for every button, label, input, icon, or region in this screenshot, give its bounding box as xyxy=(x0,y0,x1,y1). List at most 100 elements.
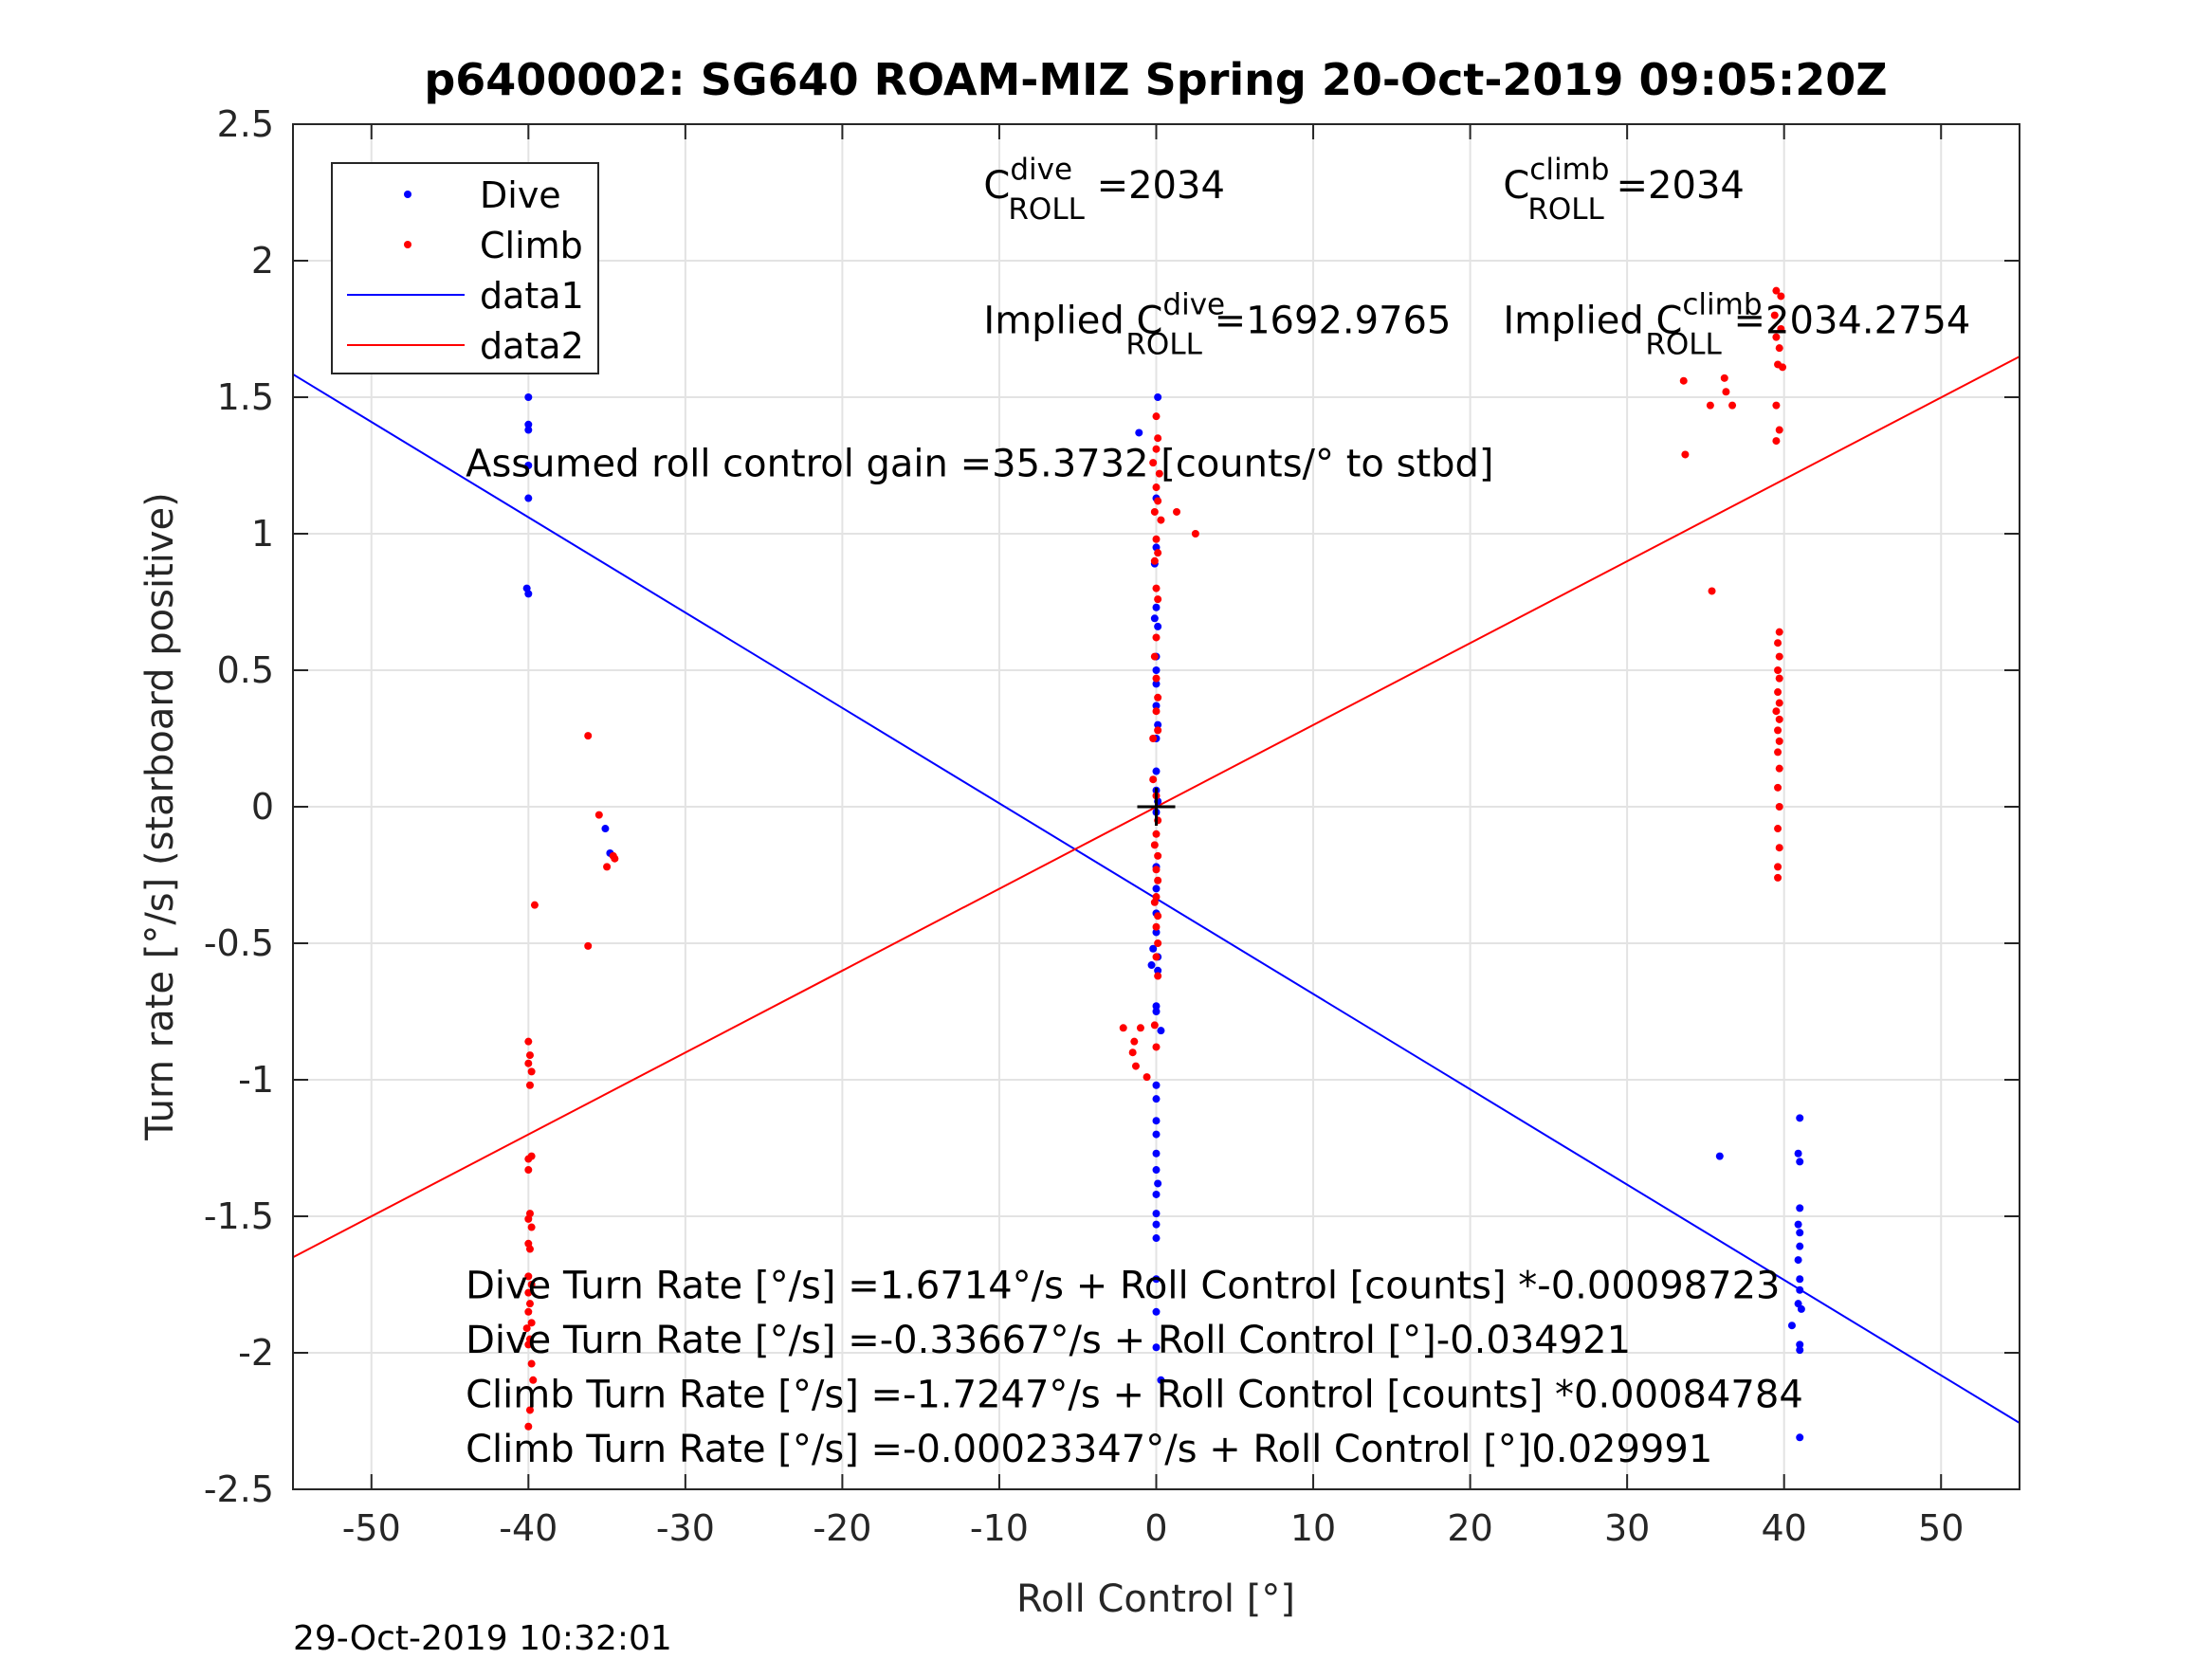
y-tick-label: -1 xyxy=(238,1059,274,1101)
climb-point xyxy=(1775,652,1783,661)
climb-point xyxy=(1152,1043,1161,1051)
climb-point xyxy=(1774,863,1782,871)
climb-point xyxy=(525,1051,534,1060)
climb-point xyxy=(525,1300,534,1308)
climb-point xyxy=(1154,693,1162,702)
dive-point xyxy=(1152,928,1161,937)
climb-point xyxy=(611,854,619,863)
climb-point xyxy=(1706,401,1714,410)
climb-point xyxy=(529,1376,538,1384)
annotations: Cdive ROLL =2034 Cclimb ROLL =2034 Implied C… xyxy=(466,153,1970,1471)
dive-point xyxy=(1794,1149,1802,1158)
climb-point xyxy=(1772,437,1781,446)
climb-point xyxy=(1708,587,1716,595)
dive-point xyxy=(1796,1204,1804,1212)
climb-point xyxy=(1157,516,1165,524)
climb-point xyxy=(1149,735,1158,742)
annotation-sub: ROLL xyxy=(1645,327,1722,361)
annotation-sub: ROLL xyxy=(1125,327,1202,361)
annotation-sup: dive xyxy=(1010,153,1072,187)
annotation-base: C xyxy=(1136,299,1162,342)
climb-point xyxy=(1679,376,1688,385)
dive-point xyxy=(524,590,533,598)
climb-point xyxy=(1772,707,1781,716)
climb-point xyxy=(1128,1048,1137,1057)
dive-point xyxy=(524,462,533,469)
climb-point xyxy=(1150,841,1159,849)
climb-point xyxy=(525,1081,534,1089)
climb-point xyxy=(525,1406,534,1414)
climb-point xyxy=(1775,674,1783,683)
dive-point xyxy=(1152,603,1161,611)
annotation-dive_deg: Dive Turn Rate [°/s] =-0.33667°/s + Roll… xyxy=(466,1319,1631,1362)
dive-point xyxy=(1152,1081,1161,1089)
climb-point xyxy=(1191,530,1199,538)
annotation-climb_counts: Climb Turn Rate [°/s] =-1.7247°/s + Roll… xyxy=(466,1374,1803,1417)
annotation-sub: ROLL xyxy=(1008,192,1085,227)
dive-point xyxy=(1147,961,1156,970)
annotation-c_climb: Cclimb ROLL =2034 xyxy=(1503,153,1745,227)
climb-point xyxy=(1152,535,1161,543)
climb-point xyxy=(524,1166,533,1175)
axes: -50 -40 -30 -20 -10 0 10 20 30 40 50-2.5-2-1.5-1-0… xyxy=(204,103,2020,1549)
climb-point xyxy=(527,1281,536,1288)
dive-point xyxy=(1152,884,1161,893)
legend[interactable]: Dive Climb data1 data2 xyxy=(331,162,599,374)
climb-point xyxy=(1774,873,1782,882)
climb-point xyxy=(527,1223,536,1231)
y-tick-label: 2.5 xyxy=(217,103,274,145)
climb-point xyxy=(524,1037,533,1046)
dive-point xyxy=(1152,1130,1161,1139)
climb-point xyxy=(1143,1073,1151,1082)
climb-point xyxy=(1150,556,1159,565)
dive-point xyxy=(1796,1158,1804,1166)
legend-label: Dive xyxy=(480,174,561,216)
y-tick-label: -2.5 xyxy=(204,1468,274,1510)
annotation-prefix: Implied xyxy=(983,299,1136,342)
dive-point xyxy=(1787,1322,1796,1330)
annotation-value: =2034.2754 xyxy=(1722,299,1971,342)
climb-point xyxy=(1150,898,1159,906)
annotation-implied_dive: Implied Cdive ROLL =1692.9765 xyxy=(983,287,1451,361)
climb-point xyxy=(1728,401,1737,410)
annotation-c_dive: Cdive ROLL =2034 xyxy=(983,153,1225,227)
climb-point xyxy=(1774,825,1782,833)
legend-label: data2 xyxy=(480,325,584,367)
climb-point xyxy=(1720,374,1728,382)
climb-point xyxy=(1152,830,1161,838)
annotation-prefix: Implied xyxy=(1503,299,1655,342)
x-axis-label: Roll Control [°] xyxy=(1016,1577,1295,1621)
dive-point xyxy=(1135,428,1143,437)
climb-point xyxy=(1173,507,1181,516)
climb-point xyxy=(1131,1062,1140,1070)
climb-point xyxy=(527,1319,536,1327)
footer-timestamp: 29-Oct-2019 10:32:01 xyxy=(293,1619,672,1658)
climb-point xyxy=(1154,497,1162,505)
climb-point xyxy=(1149,459,1158,467)
annotation-implied_climb: Implied Cclimb ROLL =2034.2754 xyxy=(1503,287,1970,361)
dive-point xyxy=(1152,1234,1161,1243)
dive-point xyxy=(1796,1346,1804,1355)
climb-point xyxy=(1154,972,1162,980)
climb-point xyxy=(524,1288,533,1297)
x-tick-label: -50 xyxy=(342,1507,401,1549)
climb-point xyxy=(1152,953,1161,961)
y-tick-label: 2 xyxy=(251,240,274,282)
legend-label: Climb xyxy=(480,225,583,266)
dive-point xyxy=(1152,1210,1161,1218)
dive-point xyxy=(1794,1256,1802,1265)
climb-point xyxy=(1149,775,1158,784)
dive-point xyxy=(1152,680,1161,688)
climb-point xyxy=(1150,652,1159,661)
dive-point xyxy=(1152,1008,1161,1015)
x-tick-label: -20 xyxy=(813,1507,871,1549)
dive-point xyxy=(1796,1275,1804,1284)
climb-point xyxy=(1774,726,1782,735)
x-tick-label: 20 xyxy=(1447,1507,1492,1549)
annotation-value: =2034 xyxy=(1085,164,1225,208)
dive-point xyxy=(1797,1304,1805,1313)
climb-point xyxy=(1152,674,1161,683)
dive-point xyxy=(1149,944,1158,953)
dive-point xyxy=(1152,1095,1161,1103)
dive-point xyxy=(1154,393,1162,401)
